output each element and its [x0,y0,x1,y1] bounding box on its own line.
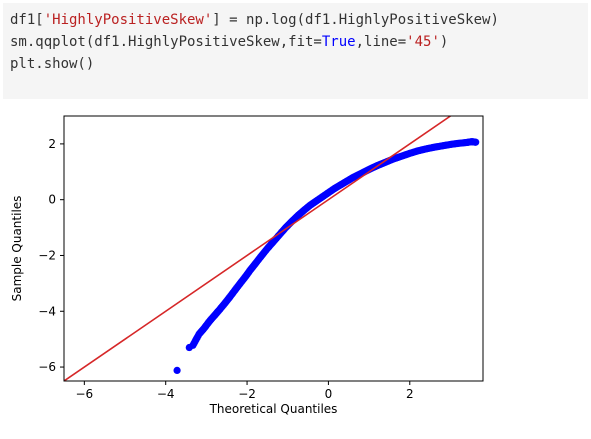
y-tick-label: 0 [48,193,56,207]
x-axis-label: Theoretical Quantiles [209,402,338,416]
data-point [472,138,480,146]
y-tick-label: −4 [38,304,56,318]
code-cell[interactable]: df1['HighlyPositiveSkew'] = np.log(df1.H… [3,3,588,99]
x-tick-label: −4 [157,387,175,401]
y-tick-label: −6 [38,360,56,374]
x-tick-label: −6 [75,387,93,401]
x-tick-label: −2 [238,387,256,401]
code-line-3: plt.show() [10,56,95,72]
code-line-2: sm.qqplot(df1.HighlyPositiveSkew,fit=Tru… [10,34,449,50]
qq-plot: −6 −4 −2 0 2 −6 −4 −2 0 2 Theoretical Quantiles Sam… [10,115,484,416]
x-tick-label: 2 [406,387,414,401]
data-points [173,138,480,374]
data-point [173,366,181,374]
y-axis-label: Sample Quantiles [10,196,24,302]
code-line-1: df1['HighlyPositiveSkew'] = np.log(df1.H… [10,12,499,28]
reference-line-45 [64,116,451,381]
cell-output: −6 −4 −2 0 2 −6 −4 −2 0 2 Theoretical Quantiles Sam… [0,108,591,435]
y-tick-label: −2 [38,248,56,262]
x-tick-label: 0 [325,387,333,401]
y-tick-label: 2 [48,137,56,151]
axes-frame [63,115,484,382]
